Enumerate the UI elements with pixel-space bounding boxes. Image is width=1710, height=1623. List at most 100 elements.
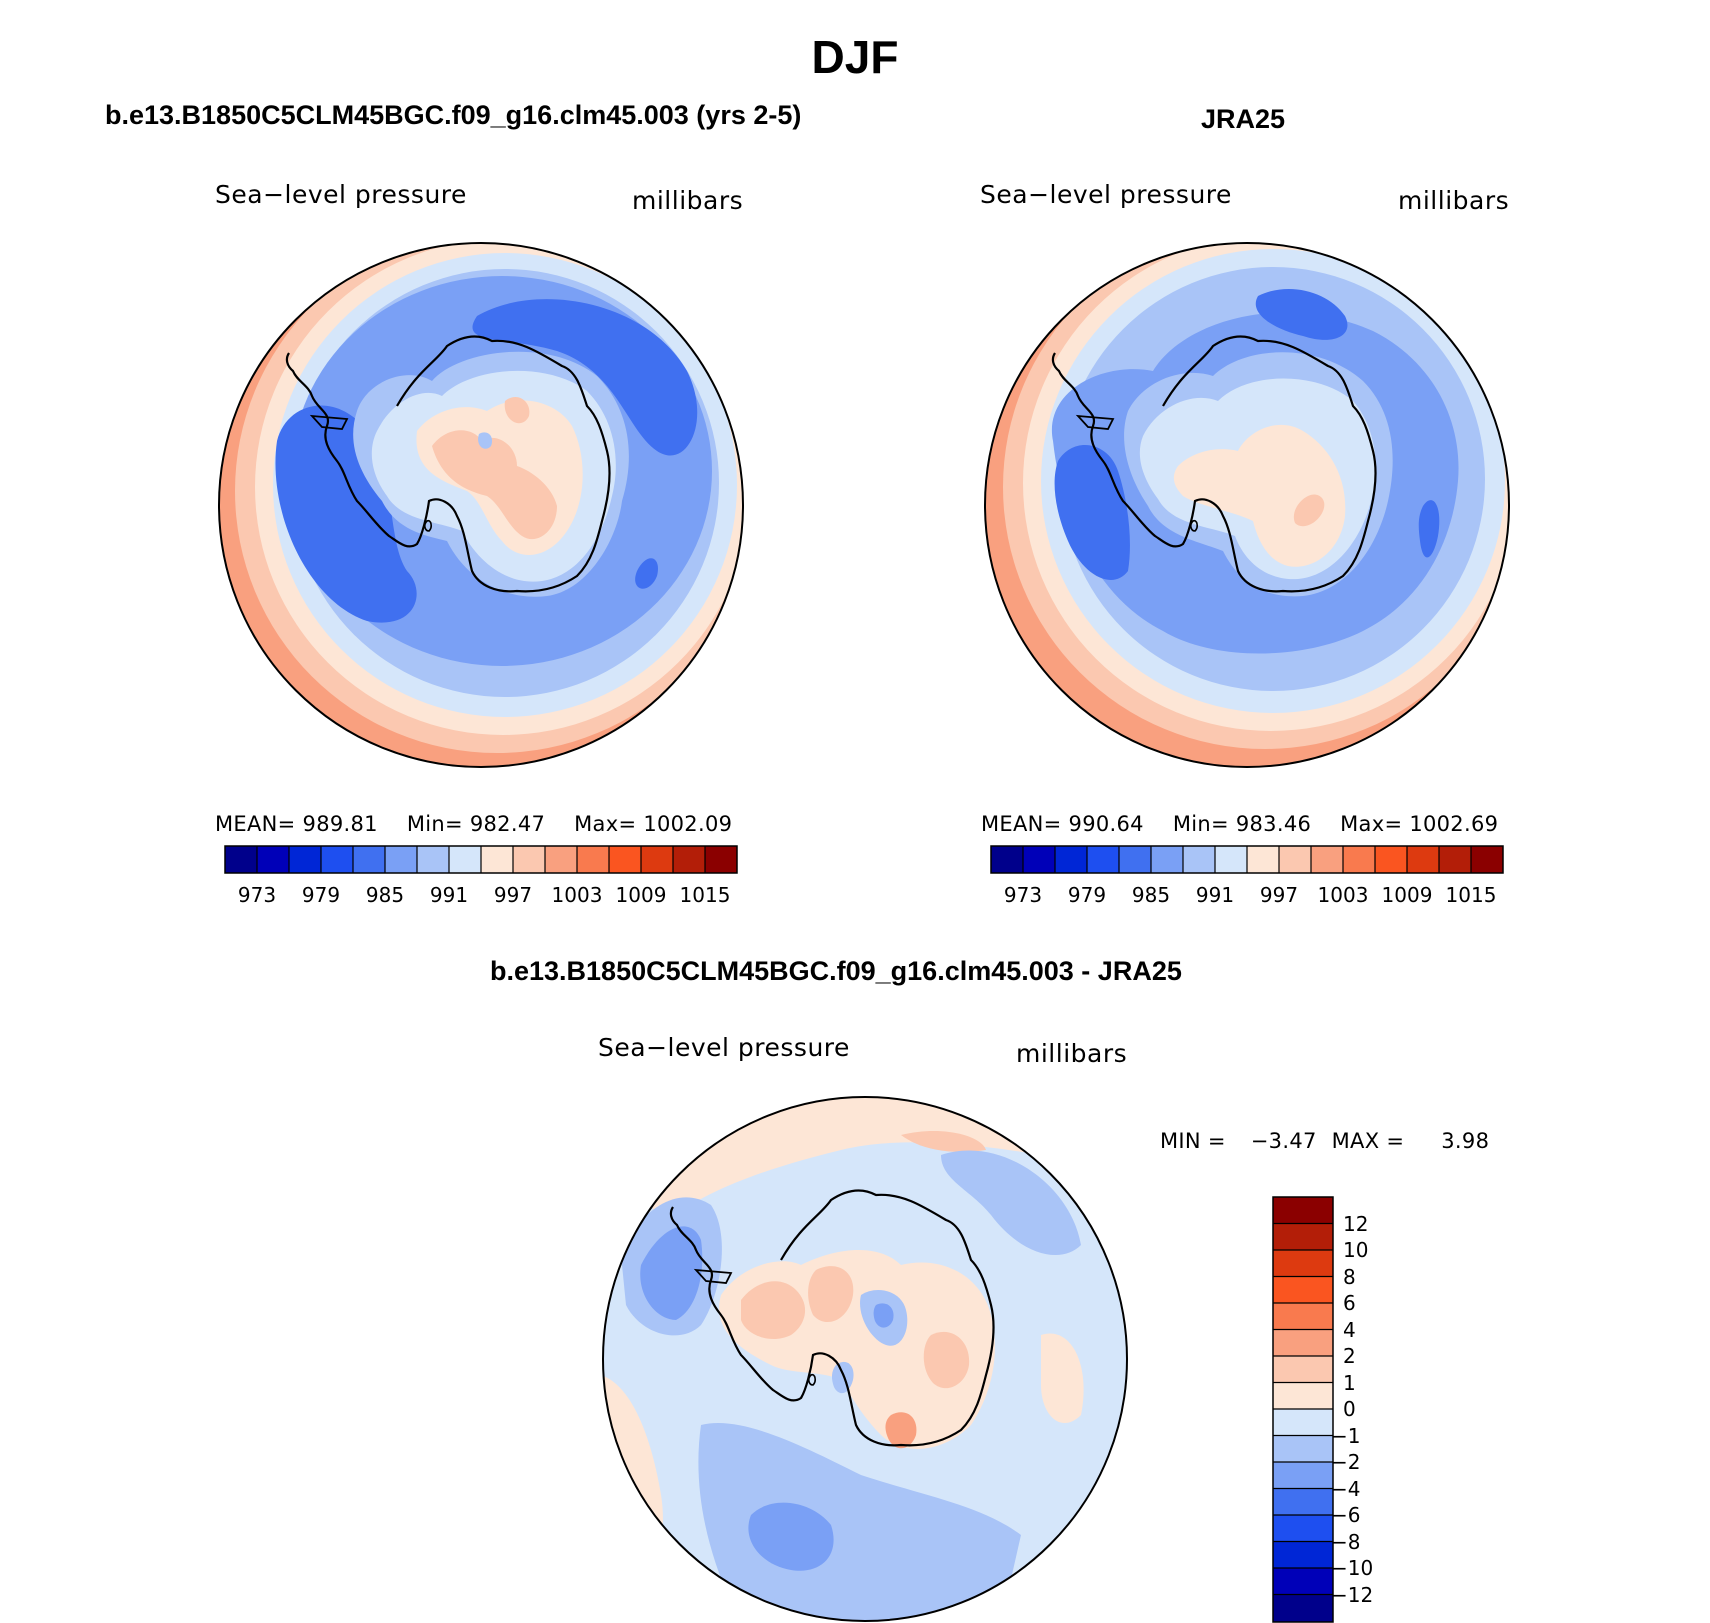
panel2-cb-7	[1183, 846, 1215, 873]
diff-units-label: millibars	[1016, 1039, 1128, 1068]
panel2-cb-5	[1119, 846, 1151, 873]
panel2-mean-label: MEAN=	[981, 812, 1062, 836]
diff-cb-16	[1273, 1594, 1333, 1622]
diff-max-value: 3.98	[1441, 1129, 1490, 1153]
diff-cb-6	[1273, 1329, 1333, 1356]
panel2-continent-red0	[1293, 494, 1325, 527]
panel2-map	[984, 242, 1510, 768]
panel1-variable-label: Sea−level pressure	[215, 180, 467, 209]
diff-case-title: b.e13.B1850C5CLM45BGC.f09_g16.clm45.003 …	[490, 956, 1182, 986]
diff-cb-15	[1273, 1568, 1333, 1595]
panel1-cb-2	[257, 846, 289, 873]
panel1-continent-red0b	[504, 396, 530, 424]
panel2-stats: MEAN= 990.64 Min= 983.46 Max= 1002.69	[981, 812, 1498, 836]
panel2-units-label: millibars	[1398, 186, 1510, 215]
diff-west-negative-strong	[640, 1226, 703, 1320]
diff-colorbar-ticks: 12 10 8 6 4 2 1 0 −1 −2 −4 −6 −8 −10 −12	[1331, 1197, 1403, 1622]
diff-continent-positive-c	[923, 1331, 970, 1389]
diff-min-value: −3.47	[1250, 1129, 1317, 1153]
panel2-tick: 991	[1195, 883, 1235, 907]
panel2-cb-11	[1311, 846, 1343, 873]
panel2-map-border	[984, 242, 1510, 768]
panel2-tick: 1015	[1445, 883, 1497, 907]
panel1-mean-label: MEAN=	[215, 812, 296, 836]
diff-continent-positive-a	[741, 1281, 806, 1340]
panel2-cb-14	[1407, 846, 1439, 873]
panel2-island-coast	[1075, 414, 1115, 430]
diff-tick: 8	[1343, 1264, 1356, 1289]
diff-cb-9	[1273, 1409, 1333, 1436]
diff-northeast-negative	[941, 1150, 1081, 1255]
diff-tick: 1	[1343, 1370, 1356, 1395]
panel2-max-value: 1002.69	[1409, 812, 1499, 836]
panel2-variable-label: Sea−level pressure	[980, 180, 1232, 209]
panel1-colorbar-ticks: 973 979 985 991 997 1003 1009 1015	[225, 883, 737, 907]
panel1-mean-value: 989.81	[302, 812, 378, 836]
diff-north-positive-strong	[901, 1130, 986, 1152]
diff-continent-negative-b	[873, 1303, 894, 1328]
panel1-map	[218, 242, 744, 768]
panel1-units-label: millibars	[632, 186, 744, 215]
panel2-min-label: Min=	[1172, 812, 1229, 836]
panel1-continent-red0	[432, 430, 557, 540]
panel2-small-island	[1190, 519, 1198, 532]
panel1-tick: 985	[365, 883, 405, 907]
panel2-cb-4	[1087, 846, 1119, 873]
panel1-cb-1	[225, 846, 257, 873]
diff-tick: 2	[1343, 1344, 1356, 1368]
panel2-colorbar-ticks: 973 979 985 991 997 1003 1009 1015	[991, 883, 1503, 907]
panel2-tick: 1009	[1381, 883, 1433, 907]
panel2-cb-15	[1439, 846, 1471, 873]
diff-cb-12	[1273, 1488, 1333, 1515]
panel1-low-west	[275, 405, 417, 623]
panel1-coastline	[285, 335, 611, 593]
panel2-case-title: JRA25	[1201, 104, 1286, 134]
panel1-cb-13	[609, 846, 641, 873]
diff-tick: 6	[1343, 1291, 1356, 1315]
diff-continent-positive-b	[808, 1266, 854, 1323]
diff-tick: −8	[1331, 1529, 1361, 1554]
diff-tick: −12	[1331, 1582, 1374, 1607]
panel1-tick: 991	[429, 883, 469, 907]
panel2-cb-16	[1471, 846, 1503, 873]
diff-island-coast	[693, 1268, 733, 1284]
panel1-island-coast	[309, 414, 349, 430]
diff-map	[602, 1096, 1128, 1622]
diff-tick: −6	[1331, 1503, 1361, 1527]
diff-tick: 10	[1343, 1238, 1369, 1262]
panel2-coastline	[1051, 335, 1377, 593]
panel2-cb-9	[1247, 846, 1279, 873]
panel2-min-value: 983.46	[1235, 812, 1312, 836]
diff-cb-13	[1273, 1515, 1333, 1542]
panel1-cb-9	[481, 846, 513, 873]
panel1-cb-7	[417, 846, 449, 873]
panel1-low-north	[472, 299, 698, 456]
panel2-continent-red00	[1173, 424, 1346, 567]
diff-continent-positive-d	[885, 1412, 917, 1449]
diff-tick: −10	[1331, 1556, 1374, 1580]
panel1-cb-10	[513, 846, 545, 873]
panel1-cb-14	[641, 846, 673, 873]
diff-south-negative	[698, 1423, 1021, 1621]
diff-tick: 12	[1343, 1211, 1369, 1236]
diff-min-label: MIN =	[1160, 1129, 1226, 1153]
diff-coastline	[669, 1189, 995, 1447]
diff-minmax: MIN = −3.47 MAX = 3.98	[1160, 1129, 1489, 1153]
panel1-stats: MEAN= 989.81 Min= 982.47 Max= 1002.09	[215, 812, 732, 836]
panel1-continent-blue-spot	[478, 432, 493, 449]
panel1-max-value: 1002.09	[643, 812, 733, 836]
panel1-cb-12	[577, 846, 609, 873]
diff-tick: −1	[1331, 1423, 1361, 1448]
panel1-cb-3	[289, 846, 321, 873]
diff-cb-7	[1273, 1356, 1333, 1383]
diff-cb-8	[1273, 1382, 1333, 1409]
panel2-cb-1	[991, 846, 1023, 873]
figure-title: DJF	[811, 31, 899, 83]
diff-cb-3	[1273, 1250, 1333, 1277]
panel1-cb-11	[545, 846, 577, 873]
panel1-min-label: Min=	[406, 812, 463, 836]
panel2-low-east	[1418, 500, 1440, 558]
diff-cb-2	[1273, 1223, 1333, 1250]
panel1-tick: 973	[237, 883, 277, 907]
panel1-cb-6	[385, 846, 417, 873]
